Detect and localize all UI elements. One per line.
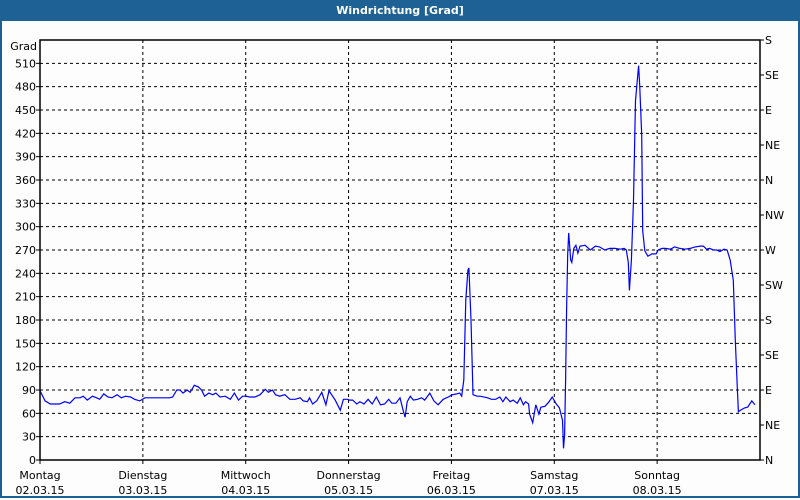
right-tick-label: SE [765, 69, 779, 82]
y-tick-label: 360 [15, 174, 36, 187]
x-tick-day: Sonntag [634, 469, 680, 482]
x-tick-date: 02.03.15 [16, 484, 65, 497]
y-tick-label: 60 [22, 407, 36, 420]
right-tick-label: E [765, 384, 772, 397]
x-tick-date: 03.03.15 [118, 484, 167, 497]
y-tick-label: 330 [15, 197, 36, 210]
y-tick-label: 150 [15, 337, 36, 350]
y-tick-label: 180 [15, 314, 36, 327]
y-tick-label: 480 [15, 81, 36, 94]
x-tick-day: Donnerstag [316, 469, 380, 482]
x-tick-date: 04.03.15 [221, 484, 270, 497]
y-tick-label: 300 [15, 221, 36, 234]
right-tick-label: N [765, 454, 773, 467]
right-tick-label: SE [765, 349, 779, 362]
x-tick-day: Dienstag [118, 469, 167, 482]
x-tick-day: Freitag [433, 469, 471, 482]
right-tick-label: W [765, 244, 776, 257]
y-tick-label: 90 [22, 384, 36, 397]
x-tick-date: 07.03.15 [530, 484, 579, 497]
right-axis-ticks: N NE E SE S SW W NW N NE E SE S [760, 34, 784, 467]
right-tick-label: NW [765, 209, 784, 222]
x-tick-date: 06.03.15 [427, 484, 476, 497]
y-tick-label: 420 [15, 127, 36, 140]
x-tick-date: 08.03.15 [633, 484, 682, 497]
y-axis-ticks: 0 30 60 90 120 150 180 210 240 270 300 330 360 390 420… [15, 57, 40, 467]
y-tick-label: 510 [15, 57, 36, 70]
y-tick-label: 210 [15, 291, 36, 304]
right-tick-label: NE [765, 139, 780, 152]
x-tick-day: Mittwoch [221, 469, 271, 482]
grid [40, 40, 760, 460]
x-tick-day: Samstag [530, 469, 578, 482]
y-tick-label: 270 [15, 244, 36, 257]
y-tick-label: 240 [15, 267, 36, 280]
x-tick-day: Montag [19, 469, 60, 482]
x-tick-date: 05.03.15 [324, 484, 373, 497]
y-tick-label: 0 [29, 454, 36, 467]
y-axis-label: Grad [10, 40, 37, 53]
right-tick-label: E [765, 104, 772, 117]
right-tick-label: NE [765, 419, 780, 432]
plot-frame [39, 39, 761, 461]
right-tick-label: S [765, 34, 772, 47]
series-line [39, 65, 756, 449]
y-tick-label: 30 [22, 431, 36, 444]
window-title: Windrichtung [Grad] [0, 0, 800, 21]
right-tick-label: N [765, 174, 773, 187]
y-tick-label: 450 [15, 104, 36, 117]
y-tick-label: 120 [15, 361, 36, 374]
right-tick-label: SW [765, 279, 783, 292]
x-axis-ticks: Montag 02.03.15 Dienstag 03.03.15 Mittwoch 04… [16, 460, 682, 497]
y-tick-label: 390 [15, 151, 36, 164]
right-tick-label: S [765, 314, 772, 327]
